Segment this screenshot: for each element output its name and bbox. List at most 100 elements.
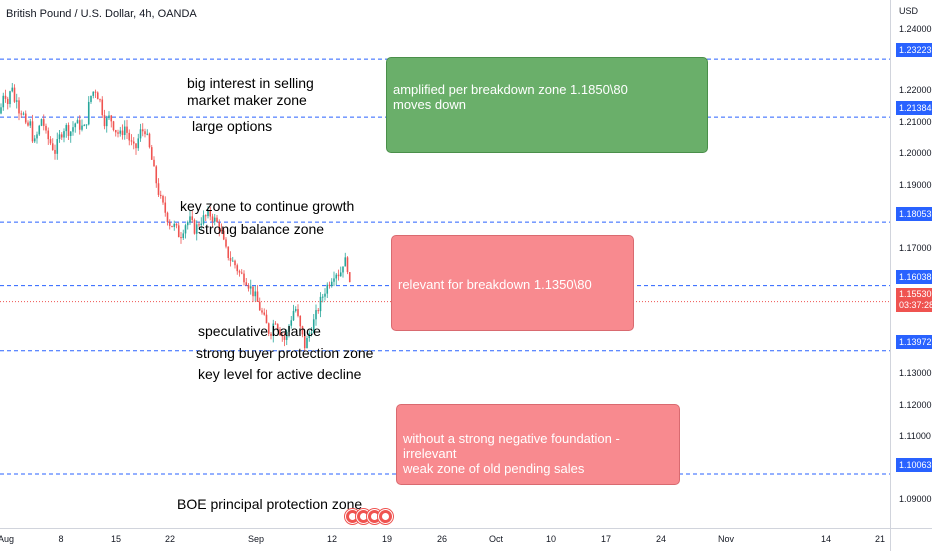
current-price-value: 1.15530 [899,289,932,299]
red-zone-box-breakdown[interactable]: relevant for breakdown 1.1350\80 [391,235,634,331]
time-tick: Oct [488,534,504,544]
candle-body [256,291,259,302]
candle-body [333,278,335,282]
note-speculative-balance: speculative balance [198,323,321,339]
candle-body [177,225,180,238]
candle-body [189,216,191,223]
candle-body [81,125,83,130]
time-tick: 15 [110,534,122,544]
candle-body [270,333,272,336]
note-strong-balance: strong balance zone [198,221,325,237]
candle-body [290,320,293,326]
candle-body [317,310,320,312]
time-tick: 10 [545,534,557,544]
candle-body [139,129,142,139]
candle-body [306,337,308,349]
candle-body [281,335,284,337]
candle-body [234,260,236,266]
chart-area[interactable]: British Pound / U.S. Dollar, 4h, OANDA b… [0,0,890,528]
economic-event-icon[interactable] [378,509,393,524]
candle-body [191,216,194,220]
axis-currency: USD [899,6,919,16]
price-tick: 1.11000 [899,431,931,441]
candle-body [18,100,20,114]
price-axis[interactable]: USD 1.24000 1.22000 1.21000 1.20000 1.19… [890,0,932,528]
time-tick: 12 [326,534,338,544]
candle-body [45,125,47,131]
candle-body [130,140,133,142]
candle-body [119,130,122,134]
candle-body [267,323,270,334]
note-key-zone: key zone to continue growth [180,198,355,214]
candle-body [54,149,56,154]
time-tick: 17 [600,534,612,544]
candle-body [6,98,9,105]
candle-body [330,281,333,287]
candle-body [137,138,140,149]
candle-body [344,257,347,267]
candle-body [245,282,248,286]
candle-body [60,134,63,138]
time-tick: Sep [247,534,265,544]
candle-body [42,119,45,126]
candle-body [285,331,288,340]
candle-body [13,87,16,102]
candle-body [92,91,95,96]
note-key-level: key level for active decline [198,366,362,382]
candle-body [105,118,108,127]
time-tick: 22 [164,534,176,544]
candle-body [74,123,77,128]
candle-body [213,217,216,222]
candle-body [211,216,214,222]
candle-body [180,237,182,239]
note-market-maker: market maker zone [187,92,307,108]
candle-body [312,319,315,333]
candle-body [220,229,223,231]
level-price-label: 1.16038 [896,270,932,284]
candle-body [243,273,245,283]
level-price-label: 1.21384 [896,101,932,115]
candle-body [0,107,2,114]
candle-body [216,217,218,222]
bar-countdown: 03:37:28 [899,300,932,310]
candle-body [335,274,338,279]
candle-body [204,215,207,217]
price-tick: 1.17000 [899,243,932,253]
candle-body [231,260,234,262]
time-axis[interactable]: Aug 8 15 22 Sep 12 19 26 Oct 10 17 24 No… [0,528,890,551]
candle-body [240,272,243,274]
candle-body [63,131,65,138]
candle-body [101,99,104,116]
price-tick: 1.13000 [899,368,932,378]
candle-body [328,284,331,287]
candle-body [69,131,72,136]
candle-body [78,120,81,130]
candle-body [184,225,187,234]
candle-body [110,115,113,122]
green-zone-box[interactable]: amplified per breakdown zone 1.1850\80 m… [386,57,708,153]
candle-body [193,219,196,234]
current-price-label: 1.15530 03:37:28 [896,288,932,312]
candle-body [85,124,88,126]
candle-body [342,266,344,273]
candle-body [65,125,68,132]
red-zone-box-irrelevant[interactable]: without a strong negative foundation - i… [396,404,680,485]
axis-corner [890,528,932,551]
candle-body [164,202,167,213]
time-tick: Aug [0,534,15,544]
candle-body [153,159,155,167]
candle-body [148,133,151,148]
candle-body [112,121,115,131]
price-tick: 1.24000 [899,24,932,34]
candle-body [297,309,299,316]
red-box2-line2: weak zone of old pending sales [403,461,585,476]
level-price-label: 1.23223 [896,43,932,57]
candle-body [283,336,286,340]
candle-body [162,195,164,203]
candle-body [263,312,266,315]
candle-body [218,221,221,230]
candle-body [339,272,342,277]
candle-body [182,233,185,239]
candle-body [141,129,144,132]
candle-body [121,130,124,136]
